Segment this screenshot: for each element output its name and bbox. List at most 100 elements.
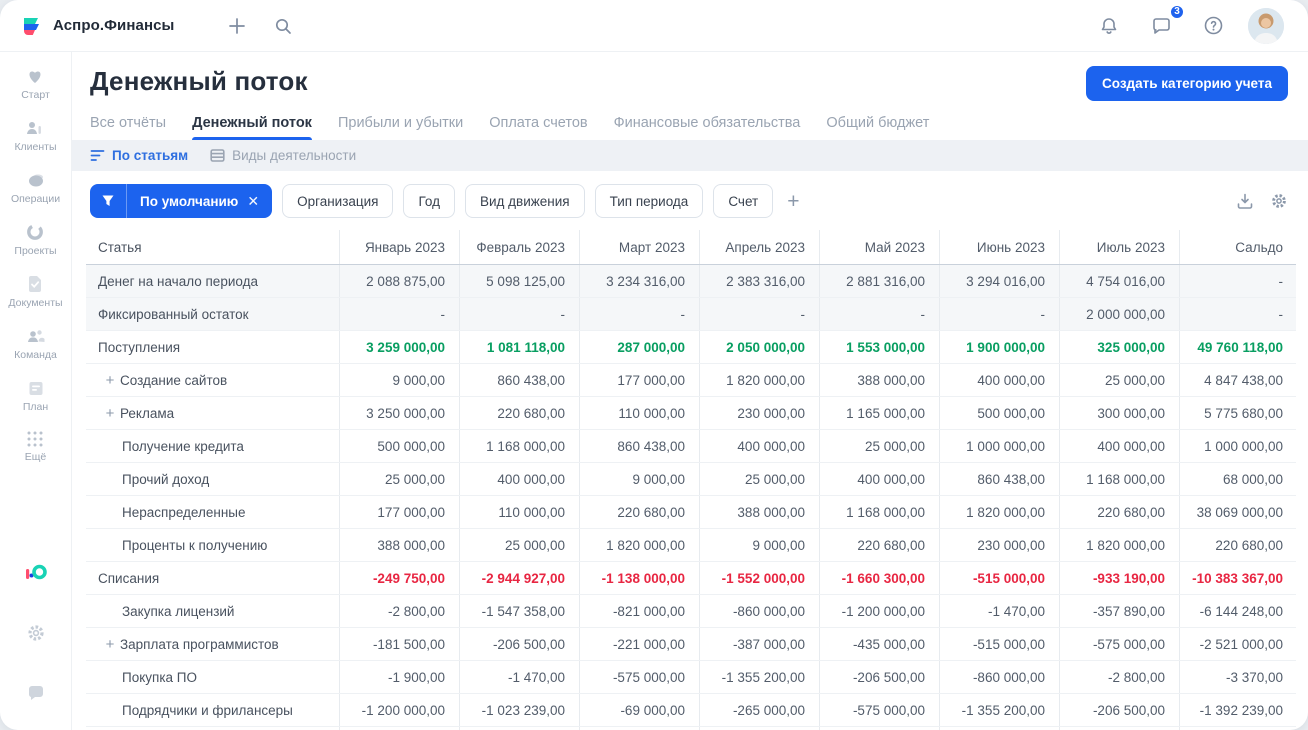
table-row[interactable]: Проценты к получению 388 000,00 25 000,00 1… — [86, 529, 1296, 562]
filter-movement-type-button[interactable]: Вид движения — [464, 184, 585, 218]
sidebar-item-start[interactable]: Старт — [21, 66, 50, 101]
search-button[interactable] — [266, 9, 300, 43]
table-row[interactable]: Списания -249 750,00 -2 944 927,00 -1 138 0… — [86, 562, 1296, 595]
cell-value: 9 000,00 — [699, 529, 819, 561]
sidebar-item-plan[interactable]: План — [23, 378, 48, 413]
bell-icon — [1099, 16, 1119, 36]
table-row[interactable]: + Создание сайтов 9 000,00 860 438,00 177 00… — [86, 364, 1296, 397]
row-label: Подрядчики и фрилансеры — [122, 702, 293, 718]
cell-value: - — [939, 298, 1059, 330]
expand-row-icon[interactable]: + — [105, 635, 115, 653]
cell-value: 177 000,00 — [579, 364, 699, 396]
cell-value: -206 500,00 — [819, 661, 939, 693]
column-header-month[interactable]: Март 2023 — [579, 230, 699, 264]
tab-financial-obligations[interactable]: Финансовые обязательства — [614, 111, 801, 140]
table-row[interactable]: Нераспределенные 177 000,00 110 000,00 220 … — [86, 496, 1296, 529]
tab-cash-flow[interactable]: Денежный поток — [192, 111, 312, 140]
sidebar-item-projects[interactable]: Проекты — [14, 222, 57, 257]
table-settings-button[interactable] — [1270, 192, 1288, 210]
add-button[interactable] — [220, 9, 254, 43]
download-icon — [1236, 192, 1254, 210]
cell-value: -2 800,00 — [339, 595, 459, 627]
column-header-month[interactable]: Апрель 2023 — [699, 230, 819, 264]
download-button[interactable] — [1236, 192, 1254, 210]
table-row[interactable]: + Зарплата программистов -181 500,00 -206 5… — [86, 628, 1296, 661]
expand-row-icon[interactable]: + — [105, 404, 115, 422]
cell-value: -1 552 000,00 — [699, 562, 819, 594]
cell-value: - — [1179, 298, 1297, 330]
cell-value: -1 470,00 — [459, 661, 579, 693]
column-header-month[interactable]: Июль 2023 — [1059, 230, 1179, 264]
tab-profit-loss[interactable]: Прибыли и убытки — [338, 111, 463, 140]
column-header-month[interactable]: Май 2023 — [819, 230, 939, 264]
cell-value: 400 000,00 — [699, 430, 819, 462]
notifications-button[interactable] — [1092, 9, 1126, 43]
cell-value: -249 750,00 — [339, 562, 459, 594]
table-row[interactable]: Прочий доход 25 000,00 400 000,00 9 000,00 2… — [86, 463, 1296, 496]
table-row[interactable]: Закупка лицензий -2 800,00 -1 547 358,00 -8… — [86, 595, 1296, 628]
cell-value: - — [699, 298, 819, 330]
add-filter-button[interactable]: + — [783, 191, 803, 212]
cell-value: -387 000,00 — [699, 628, 819, 660]
cell-value: 1 820 000,00 — [579, 529, 699, 561]
row-label: Денег на начало периода — [98, 273, 258, 289]
sidebar-item-more[interactable]: Ещё — [25, 430, 46, 463]
filter-organization-button[interactable]: Организация — [282, 184, 394, 218]
brand-name: Аспро.Финансы — [53, 17, 175, 34]
cell-value: 110 000,00 — [579, 397, 699, 429]
column-header-article: Статья — [98, 239, 142, 255]
cell-value: 25 000,00 — [699, 463, 819, 495]
table-row[interactable]: +Зарплата программистов-3 000,00-1 547 3… — [86, 727, 1296, 730]
sidebar-item-documents[interactable]: Документы — [8, 274, 63, 309]
cell-value: 1 168 000,00 — [819, 496, 939, 528]
column-header-month[interactable]: Февраль 2023 — [459, 230, 579, 264]
row-label: Получение кредита — [122, 438, 244, 454]
tab-all-reports[interactable]: Все отчёты — [90, 111, 166, 140]
ring-icon — [25, 222, 45, 242]
avatar[interactable] — [1248, 7, 1284, 44]
cell-value: 220 680,00 — [819, 529, 939, 561]
table-row[interactable]: Фиксированный остаток - - - - - -2 000 000,00- — [86, 298, 1296, 331]
row-label: Реклама — [120, 405, 175, 421]
column-header-month[interactable]: Январь 2023 — [339, 230, 459, 264]
cell-value: 300 000,00 — [1059, 397, 1179, 429]
table-header-row: Статья Январь 2023 Февраль 2023 Март 202… — [86, 230, 1296, 265]
cell-value: 400 000,00 — [459, 463, 579, 495]
help-button[interactable] — [1196, 9, 1230, 43]
settings-button[interactable] — [19, 616, 53, 650]
cell-value: 1 168 000,00 — [1059, 463, 1179, 495]
table-row[interactable]: + Реклама 3 250 000,00 220 680,00 110 000,00… — [86, 397, 1296, 430]
subtab-by-articles[interactable]: По статьям — [90, 148, 188, 163]
table-row[interactable]: Поступления 3 259 000,00 1 081 118,00 287 0… — [86, 331, 1296, 364]
create-category-button[interactable]: Создать категорию учета — [1086, 66, 1288, 101]
table-row[interactable]: Подрядчики и фрилансеры -1 200 000,00 -1 0… — [86, 694, 1296, 727]
chat-badge: 3 — [1169, 3, 1185, 20]
expand-row-icon[interactable]: + — [105, 371, 115, 389]
messages-button[interactable] — [1144, 9, 1178, 43]
aspro-logo[interactable] — [19, 556, 53, 590]
cell-value: -6 144 248,00 — [1179, 727, 1297, 730]
brand[interactable]: Аспро.Финансы — [20, 14, 174, 38]
sidebar-item-team[interactable]: Команда — [14, 326, 57, 361]
subtab-activity-types[interactable]: Виды деятельности — [210, 148, 356, 163]
cell-value: 400 000,00 — [939, 364, 1059, 396]
row-label: Зарплата программистов — [120, 636, 279, 652]
tab-general-budget[interactable]: Общий бюджет — [826, 111, 929, 140]
filter-period-type-button[interactable]: Тип периода — [594, 184, 704, 218]
sidebar-item-operations[interactable]: Операции — [11, 170, 60, 205]
support-chat-button[interactable] — [19, 676, 53, 710]
cell-value: -1 547 358,00 — [459, 727, 579, 730]
sort-lines-icon — [90, 149, 105, 162]
cell-value: 400 000,00 — [1059, 430, 1179, 462]
filter-year-button[interactable]: Год — [403, 184, 455, 218]
sidebar-item-clients[interactable]: Клиенты — [14, 118, 57, 153]
table-row[interactable]: Покупка ПО -1 900,00 -1 470,00 -575 000,00-… — [86, 661, 1296, 694]
table-row[interactable]: Денег на начало периода 2 088 875,00 5 098… — [86, 265, 1296, 298]
tab-invoice-payment[interactable]: Оплата счетов — [489, 111, 587, 140]
cell-value: -860 000,00 — [939, 661, 1059, 693]
table-row[interactable]: Получение кредита 500 000,00 1 168 000,00 8… — [86, 430, 1296, 463]
column-header-month[interactable]: Июнь 2023 — [939, 230, 1059, 264]
active-filter-chip[interactable]: По умолчанию ✕ — [90, 184, 273, 218]
filter-account-button[interactable]: Счет — [713, 184, 774, 218]
clear-filter-icon[interactable]: ✕ — [247, 192, 260, 209]
